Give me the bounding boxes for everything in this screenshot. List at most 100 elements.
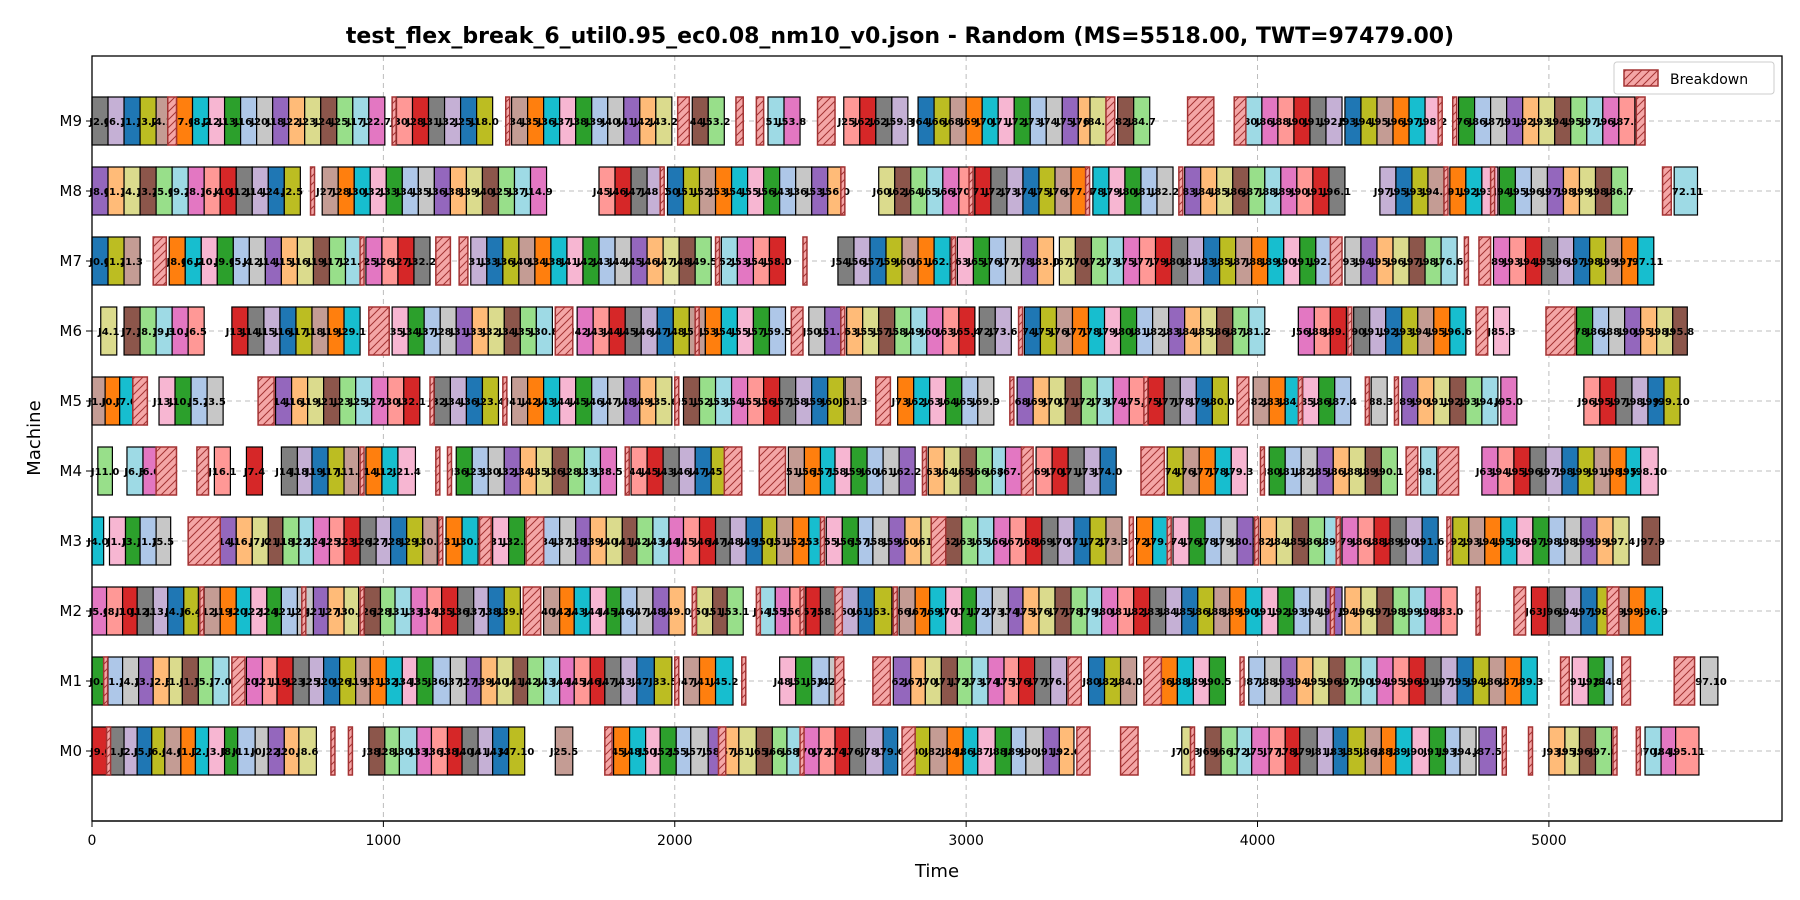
operation-label: J65.0 (749, 747, 778, 758)
breakdown-bar (1451, 96, 1458, 146)
operation-label: J92.4 (1446, 537, 1475, 548)
breakdown-bar (1393, 376, 1400, 426)
breakdown-bar (1527, 726, 1534, 776)
operation-label: J32.2 (407, 257, 436, 268)
operation-label: J34.4 (497, 327, 526, 338)
operation-bar: J33.0 (409, 726, 438, 776)
operation-label: J36.3 (459, 397, 488, 408)
operation-label: J28.2 (373, 607, 402, 618)
operation-label: J94.3 (1491, 467, 1520, 478)
operation-label: J21.0 (316, 397, 345, 408)
operation-label: J41.3 (614, 537, 643, 548)
operation-label: J49.1 (904, 327, 933, 338)
operation-label: J72.2 (1129, 537, 1158, 548)
operation-label: J85.4 (1285, 537, 1314, 548)
operation-label: J88.3 (1258, 677, 1287, 688)
breakdown-bar (155, 446, 178, 496)
operation-label: J82.2 (1150, 187, 1179, 198)
breakdown-bar (901, 726, 916, 776)
breakdown-bar (359, 236, 365, 286)
operation-label: J11.3 (336, 467, 365, 478)
operation-bar: J32.3 (501, 516, 531, 566)
operation-bar-rect (768, 306, 787, 356)
operation-label: J86.7 (1210, 327, 1239, 338)
breakdown-bar (309, 166, 316, 216)
operation-bar: J73.3 (1099, 516, 1128, 566)
operation-label: J66.1 (764, 747, 793, 758)
operation-bar-rect (212, 656, 230, 706)
operation-label: J79.5 (1335, 537, 1364, 548)
operation-bar: J99.0 (1402, 586, 1431, 636)
operation-bar: J70.0 (918, 656, 948, 706)
operation-bar: J50.1 (802, 306, 831, 356)
operation-label: J78.1 (859, 747, 888, 758)
operation-label: J5.0 (133, 747, 155, 758)
operation-label: J67.1 (1003, 537, 1032, 548)
operation-bar: J49.0 (662, 586, 691, 636)
operation-bar-rect (977, 376, 995, 426)
operation-bar: J76.0 (1182, 516, 1211, 566)
operation-label: J54.0 (724, 397, 753, 408)
y-tick-label-m7: M7 (60, 252, 83, 270)
breakdown-bar (1178, 166, 1184, 216)
operation-label: J20.2 (239, 677, 268, 688)
operation-label: J37.0 (417, 327, 446, 338)
operation-bar: J89.3 (1323, 306, 1353, 356)
operation-label: J1.0 (105, 747, 127, 758)
operation-label: J42.2 (817, 677, 846, 688)
operation-label: J40.4 (512, 257, 541, 268)
operation-label: J87.3 (1498, 677, 1527, 688)
operation-label: J54.0 (752, 607, 781, 618)
operation-label: J18.0 (469, 117, 498, 128)
operation-label: J81.3 (1310, 747, 1339, 758)
operation-label: J19.1 (305, 467, 334, 478)
operation-label: J30.3 (381, 397, 410, 408)
operation-label: J63.2 (1475, 467, 1504, 478)
operation-label: J91.0 (1255, 607, 1284, 618)
operation-label: J57.6 (772, 397, 801, 408)
operation-label: J74.0 (1000, 607, 1029, 618)
operation-bar: J33.5 (648, 656, 677, 706)
operation-label: J97.8 (1574, 607, 1603, 618)
breakdown-bar (816, 96, 836, 146)
operation-label: J66.5 (892, 607, 921, 618)
operation-label: J98.0 (1555, 467, 1584, 478)
operation-label: J53.2 (701, 117, 730, 128)
operation-bar-rect (1248, 306, 1266, 356)
operation-label: J80.0 (906, 747, 935, 758)
operation-bar-rect (508, 516, 526, 566)
operation-bar: J1.3 (120, 236, 143, 286)
operation-bar: J60.3 (860, 446, 889, 496)
operation-label: J29.1 (399, 537, 428, 548)
operation-label: J43.2 (485, 747, 514, 758)
operation-label: J33.0 (465, 327, 494, 338)
operation-label: J78.4 (1173, 397, 1202, 408)
operation-label: J89.5 (1389, 747, 1418, 758)
breakdown-bar (132, 376, 149, 426)
operation-label: J0.1 (250, 747, 272, 758)
operation-label: J27.0 (321, 607, 350, 618)
operation-label: J70.5 (1045, 467, 1074, 478)
operation-label: J63.7 (955, 537, 984, 548)
operation-label: J65.1 (953, 467, 982, 478)
operation-label: J70.8 (1638, 747, 1667, 758)
operation-bar-rect (1211, 376, 1229, 426)
operation-label: J43.8 (614, 677, 643, 688)
breakdown-bar (1017, 306, 1024, 356)
operation-bar: J86.1 (1301, 516, 1331, 566)
operation-label: J75.4 (1033, 327, 1062, 338)
operation-label: J97.3 (1434, 677, 1463, 688)
operation-bar-rect (298, 726, 317, 776)
operation-label: J47.4 (630, 607, 659, 618)
operation-label: J27.3 (391, 257, 420, 268)
operation-label: J37.2 (552, 537, 581, 548)
breakdown-bar (892, 586, 899, 636)
operation-label: J25.0 (349, 397, 378, 408)
operation-label: J55.0 (668, 747, 697, 758)
operation-label: J95.0 (1557, 747, 1586, 758)
operation-label: J95.0 (1494, 397, 1523, 408)
operation-label: J84.8 (1593, 677, 1622, 688)
operation-label: J75.5 (1122, 397, 1151, 408)
operation-bar: J45.0 (618, 306, 647, 356)
breakdown-bar (802, 236, 808, 286)
